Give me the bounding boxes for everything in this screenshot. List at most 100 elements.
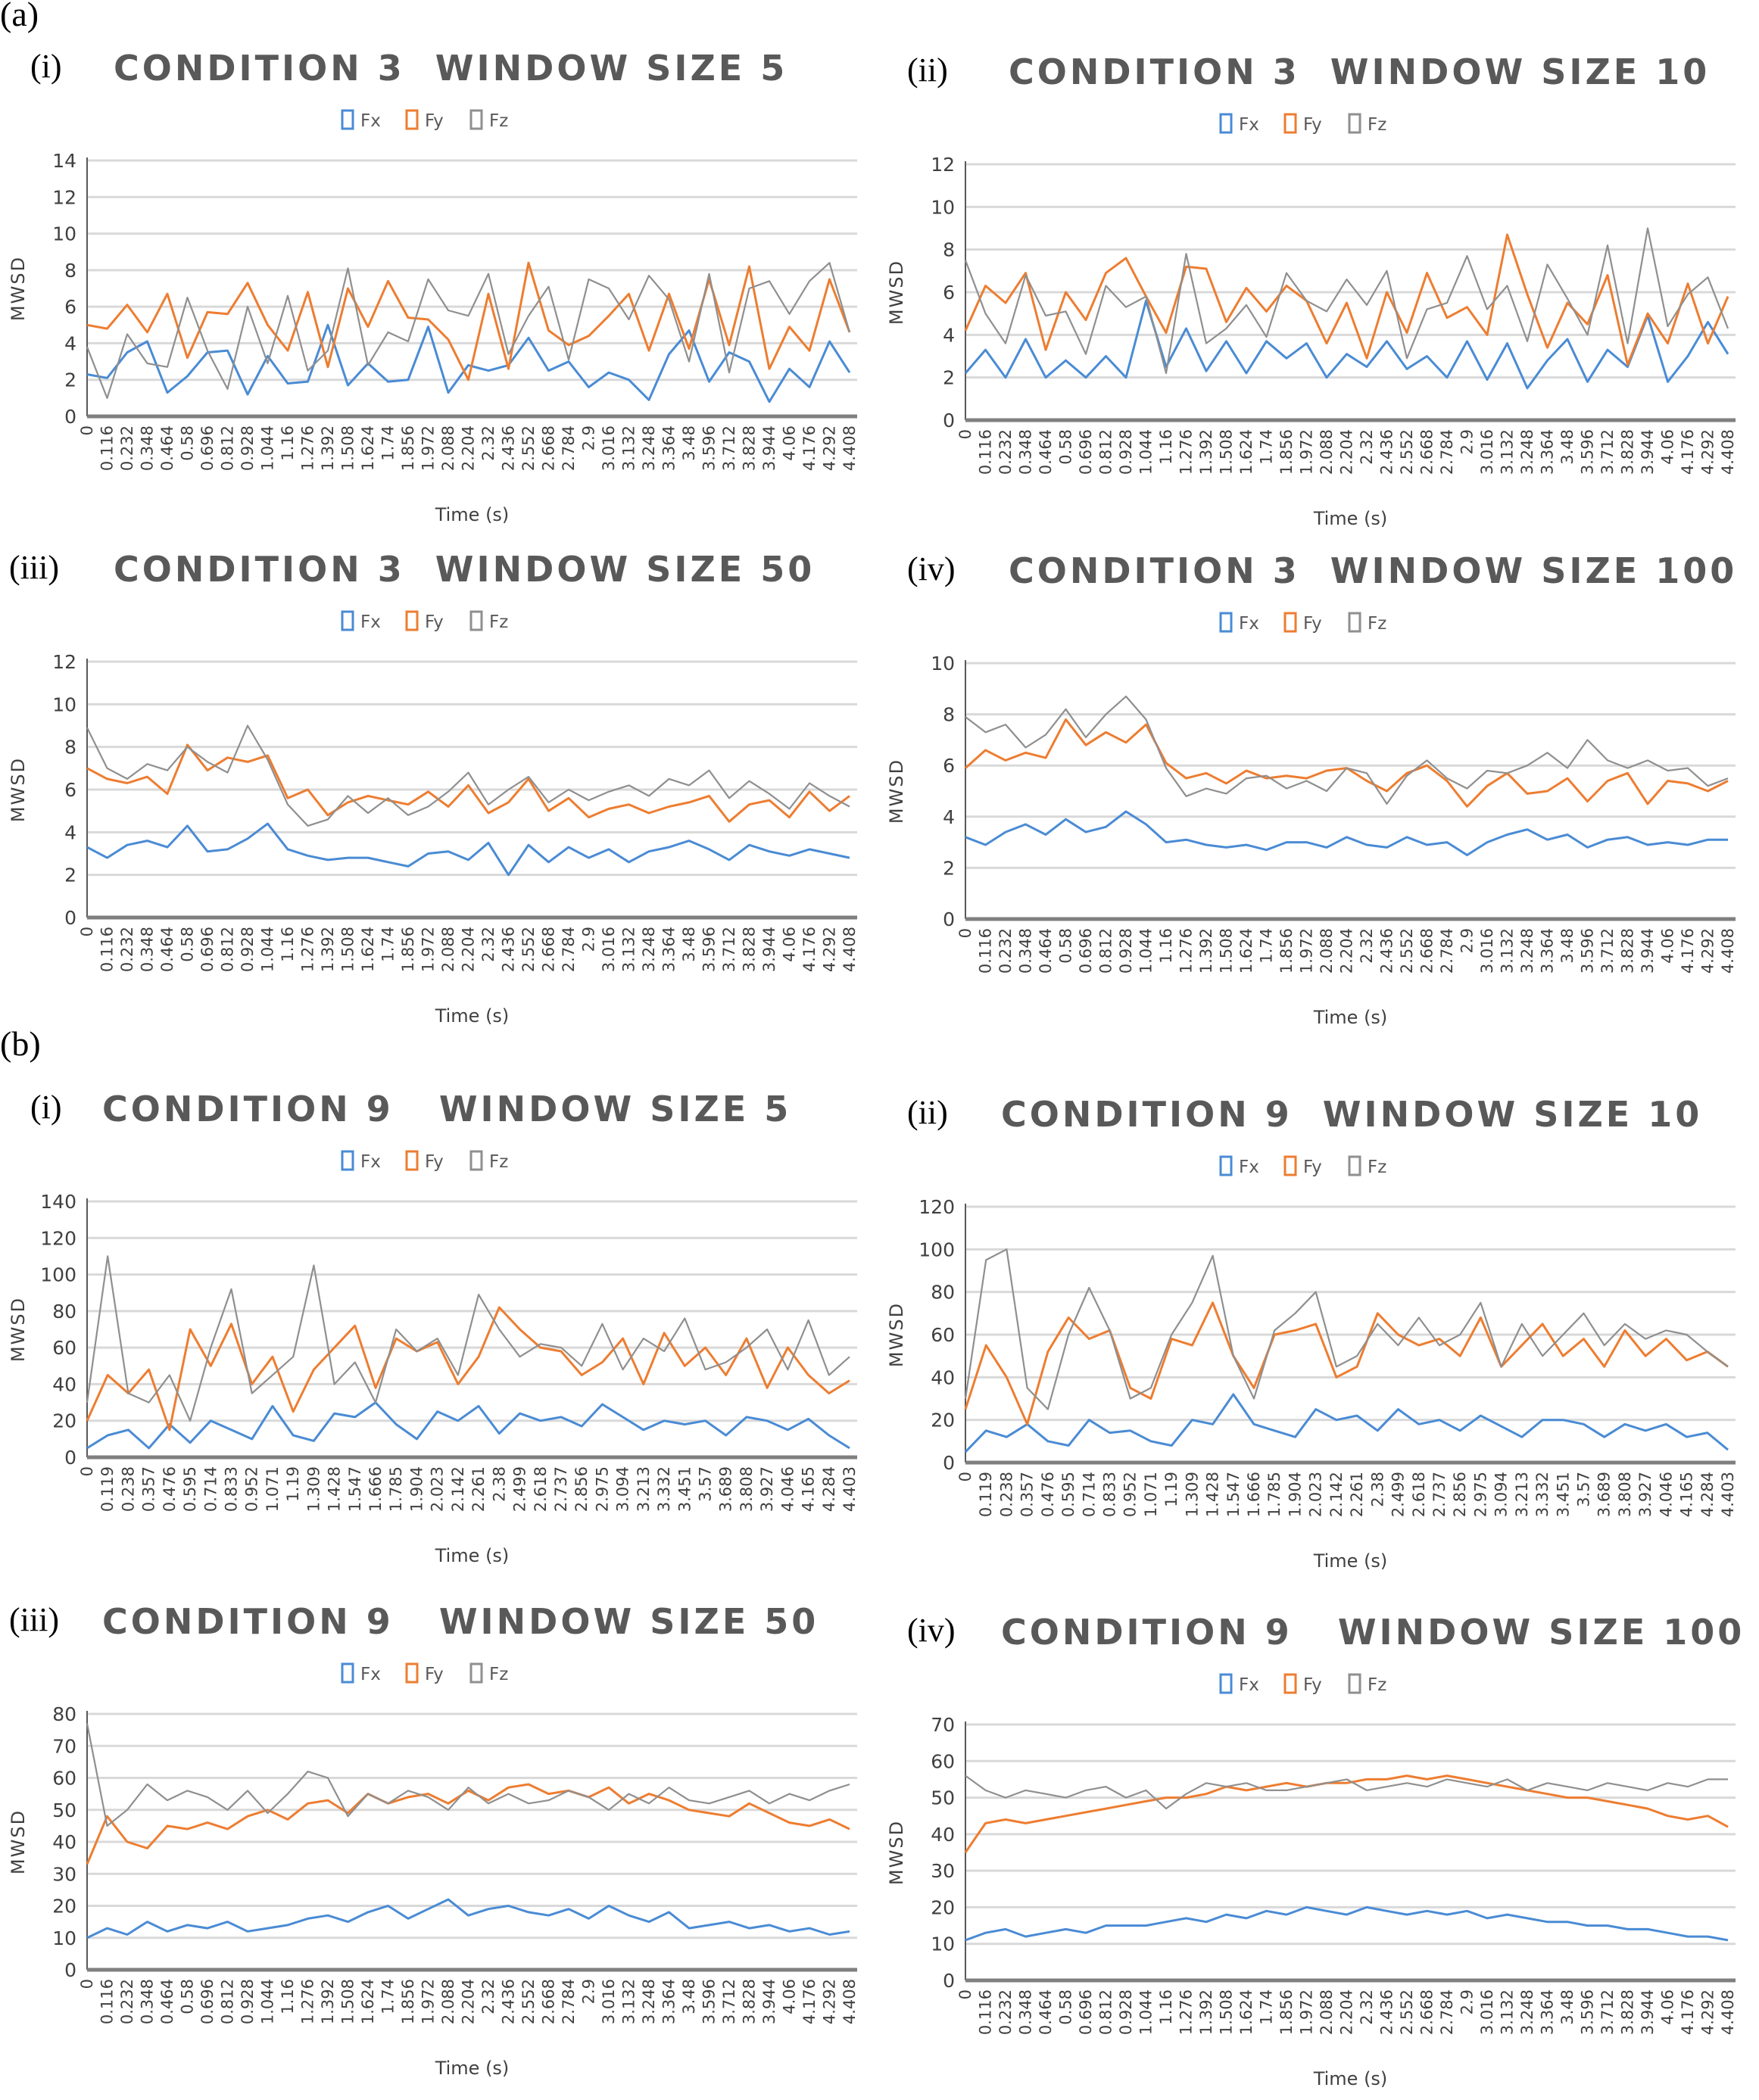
x-tick-label: 4.06 xyxy=(1659,1989,1677,2025)
x-tick-label: 1.856 xyxy=(1277,1989,1296,2035)
legend-label-fz: Fz xyxy=(489,1152,508,1172)
x-tick-label: 2.737 xyxy=(552,1466,570,1512)
x-tick-label: 0.116 xyxy=(98,927,117,972)
x-tick-label: 0.232 xyxy=(118,425,136,471)
y-tick-label: 20 xyxy=(931,1896,955,1918)
y-tick-label: 6 xyxy=(943,755,955,777)
legend-label-fy: Fy xyxy=(1303,115,1322,135)
x-tick-label: 1.904 xyxy=(407,1466,426,1512)
y-tick-label: 100 xyxy=(918,1239,955,1260)
y-tick-label: 60 xyxy=(52,1337,76,1359)
x-tick-label: 1.856 xyxy=(399,425,417,471)
x-tick-label: 0.58 xyxy=(1057,429,1075,465)
x-tick-label: 2.9 xyxy=(580,425,598,450)
x-tick-label: 0 xyxy=(956,429,975,439)
x-tick-label: 3.596 xyxy=(700,425,719,471)
y-axis-label: MWSD xyxy=(8,256,29,321)
x-tick-label: 1.74 xyxy=(379,927,398,962)
series-line-fy xyxy=(86,1306,850,1432)
line-chart: (iii) CONDITION 3 WINDOW SIZE 50 Fx Fy Fz 0 2 4… xyxy=(8,549,859,1027)
legend-label-fy: Fy xyxy=(1303,614,1322,634)
series-line-fx xyxy=(86,822,850,877)
x-tick-label: 3.332 xyxy=(1533,1472,1552,1517)
x-tick-label: 4.292 xyxy=(821,425,839,471)
x-tick-label: 3.132 xyxy=(1499,1989,1517,2035)
x-tick-label: 0.952 xyxy=(243,1466,261,1512)
x-tick-label: 3.016 xyxy=(1478,429,1496,475)
x-tick-label: 1.044 xyxy=(1137,429,1156,475)
legend-label-fz: Fz xyxy=(1368,614,1386,634)
x-tick-label: 1.74 xyxy=(1258,1989,1276,2025)
x-tick-label: 4.06 xyxy=(781,1979,799,2014)
chart-title: CONDITION 3 WINDOW SIZE 50 xyxy=(114,549,815,590)
y-tick-label: 80 xyxy=(52,1301,76,1323)
x-tick-label: 3.364 xyxy=(1539,1989,1557,2035)
x-tick-label: 0.348 xyxy=(139,927,157,972)
x-tick-label: 3.213 xyxy=(635,1466,653,1512)
x-tick-label: 1.276 xyxy=(1177,429,1196,475)
x-tick-label: 2.436 xyxy=(500,927,518,972)
x-tick-label: 1.666 xyxy=(1245,1472,1263,1517)
x-tick-label: 0.812 xyxy=(1097,429,1115,475)
series-line-fx xyxy=(86,323,851,403)
panel-label: (ii) xyxy=(907,51,948,89)
x-tick-label: 2.142 xyxy=(449,1466,467,1512)
series-line-fz xyxy=(86,1255,850,1422)
x-tick-label: 1.856 xyxy=(1277,429,1296,475)
x-tick-label: 0.58 xyxy=(1057,928,1075,964)
x-tick-label: 1.74 xyxy=(379,425,398,461)
x-tick-label: 1.972 xyxy=(419,927,438,972)
x-axis-label: Time (s) xyxy=(435,2058,510,2079)
x-tick-label: 2.142 xyxy=(1327,1472,1346,1517)
x-axis-label: Time (s) xyxy=(1313,1550,1388,1572)
x-tick-label: 3.48 xyxy=(680,425,698,461)
x-tick-label: 2.023 xyxy=(429,1466,447,1512)
x-tick-label: 2.204 xyxy=(1338,928,1356,974)
y-tick-label: 6 xyxy=(64,779,76,801)
x-tick-label: 2.088 xyxy=(439,425,457,471)
legend: Fx Fy Fz xyxy=(341,1662,508,1684)
x-tick-label: 0.696 xyxy=(1077,1989,1095,2035)
y-tick-label: 6 xyxy=(64,296,76,318)
line-chart: (iv) CONDITION 3 WINDOW SIZE 100 Fx Fy Fz 0 2 4… xyxy=(886,550,1737,1028)
x-tick-label: 1.856 xyxy=(399,927,417,972)
x-tick-label: 3.944 xyxy=(1639,928,1657,974)
x-axis-label: Time (s) xyxy=(435,504,510,525)
figure-label-b: (b) xyxy=(0,1024,41,1063)
x-tick-label: 2.204 xyxy=(460,927,478,972)
legend-label-fx: Fx xyxy=(360,1665,381,1684)
y-tick-label: 10 xyxy=(52,1927,76,1949)
x-tick-label: 0.232 xyxy=(996,429,1015,475)
chart-panel: (ii) CONDITION 3 WINDOW SIZE 10 Fx Fy Fz 0 2 4 6… xyxy=(878,4,1757,534)
legend-swatch-fy xyxy=(1283,1155,1297,1176)
x-tick-label: 2.436 xyxy=(1378,928,1396,974)
x-tick-label: 1.624 xyxy=(359,425,377,471)
chart-panel: (iv) CONDITION 3 WINDOW SIZE 100 Fx Fy Fz 0 2 4… xyxy=(878,503,1757,1033)
y-axis-label: MWSD xyxy=(886,1820,907,1885)
x-tick-label: 3.016 xyxy=(1478,928,1496,974)
legend-label-fx: Fx xyxy=(1239,115,1259,135)
legend-swatch-fx xyxy=(1219,113,1233,134)
x-tick-label: 2.088 xyxy=(439,927,457,972)
x-tick-label: 0.812 xyxy=(219,1979,237,2024)
x-tick-label: 0 xyxy=(78,1466,96,1476)
y-tick-label: 2 xyxy=(64,369,76,391)
chart-title: CONDITION 9 WINDOW SIZE 5 xyxy=(102,1089,791,1129)
x-tick-label: 0.464 xyxy=(1037,429,1055,475)
x-tick-label: 3.132 xyxy=(620,927,638,972)
x-tick-label: 0 xyxy=(956,1989,975,1999)
line-chart: (ii) CONDITION 9 WINDOW SIZE 10 Fx Fy Fz 0 20 4… xyxy=(886,1094,1737,1572)
x-tick-label: 1.392 xyxy=(1197,429,1215,475)
x-tick-label: 1.309 xyxy=(1183,1472,1201,1517)
legend-swatch-fy xyxy=(405,610,419,631)
x-tick-label: 0.812 xyxy=(219,927,237,972)
x-tick-label: 3.944 xyxy=(760,425,778,471)
chart-panel: (iv) CONDITION 9 WINDOW SIZE 100 Fx Fy Fz 0 10… xyxy=(878,1564,1757,2094)
x-tick-label: 3.132 xyxy=(620,1979,638,2024)
x-tick-label: 1.044 xyxy=(1137,1989,1156,2035)
x-axis-label: Time (s) xyxy=(1313,1007,1388,1028)
x-tick-label: 3.451 xyxy=(675,1466,694,1512)
x-tick-label: 3.828 xyxy=(1619,928,1637,974)
legend-swatch-fz xyxy=(1348,1155,1361,1176)
x-tick-label: 2.32 xyxy=(479,1979,497,2014)
